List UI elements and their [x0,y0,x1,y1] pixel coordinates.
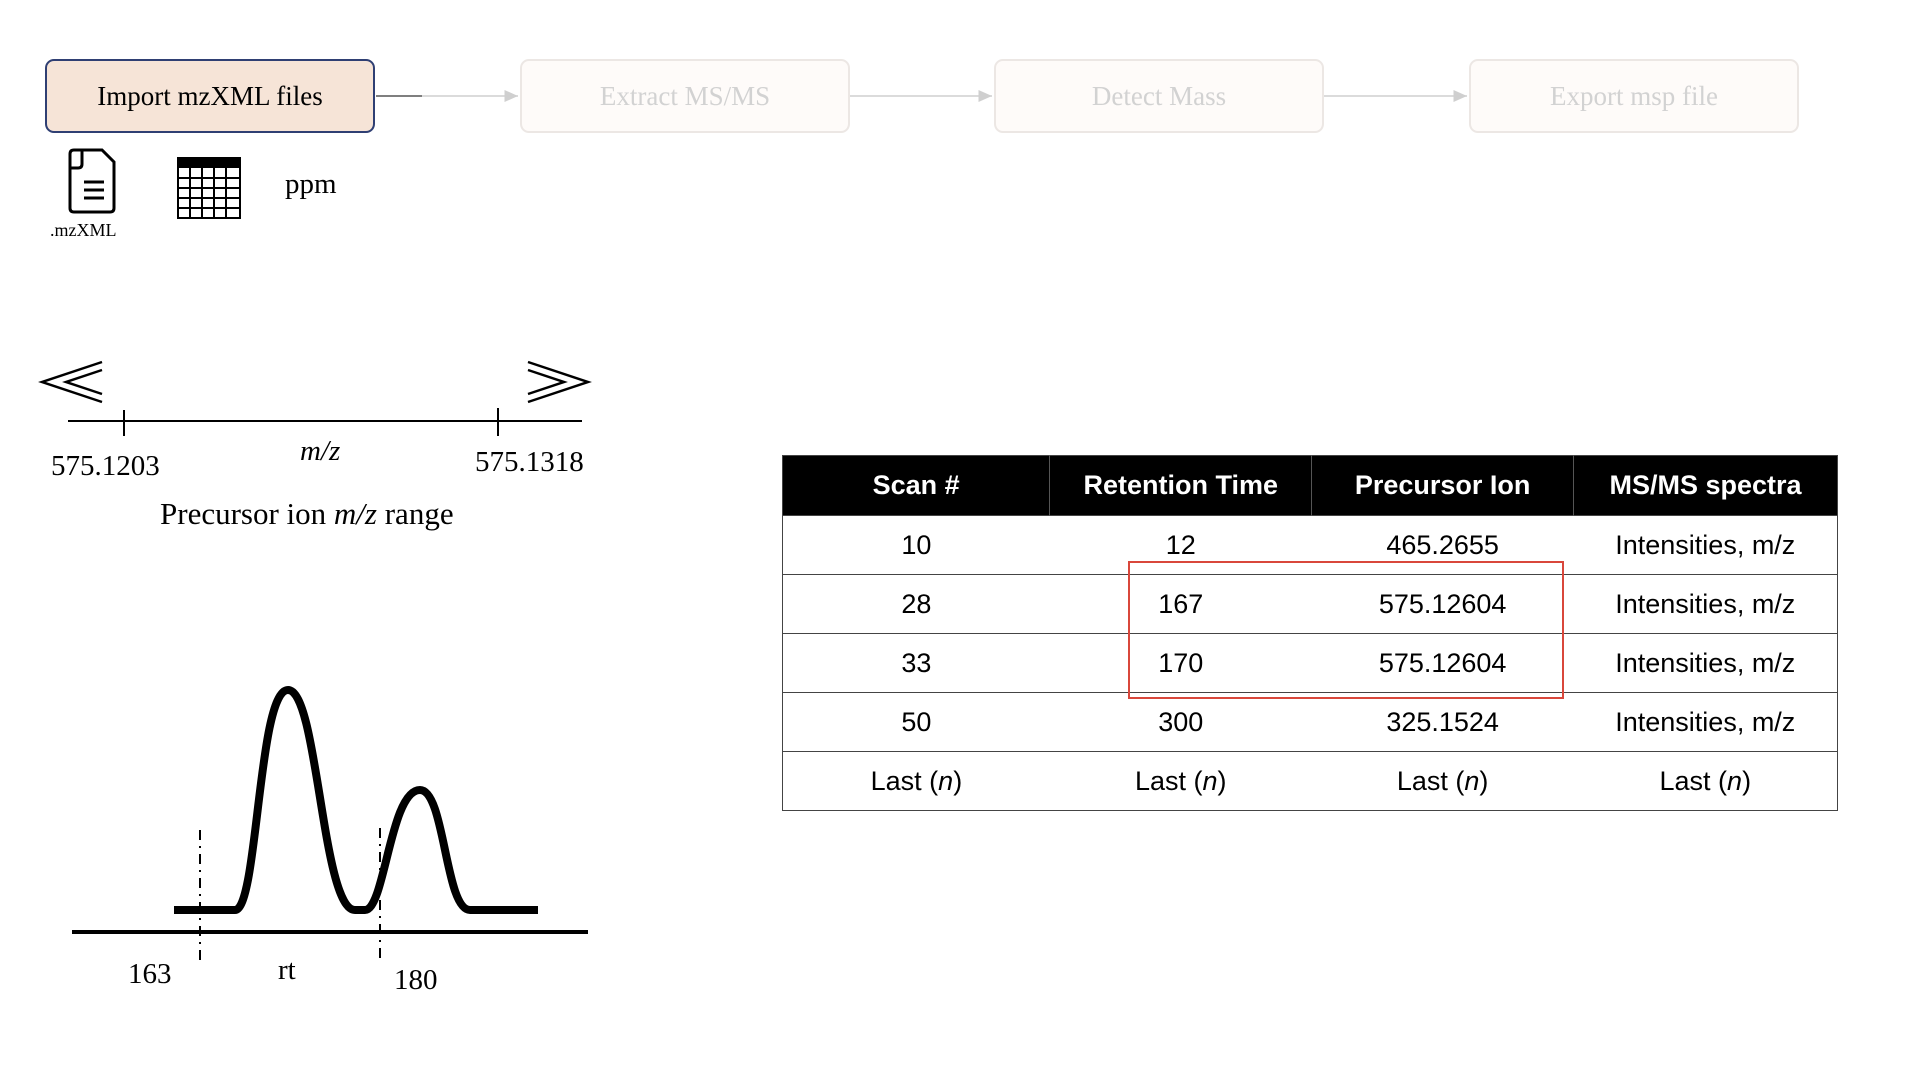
step-import-mzxml[interactable]: Import mzXML files [45,59,375,133]
rt-axis-label: rt [278,954,296,986]
table-cell: 33 [782,633,1050,693]
last-prefix: Last ( [870,765,939,796]
table-cell: 10 [782,515,1050,575]
rt-start-value: 163 [128,958,172,990]
column-header: Scan # [782,455,1051,516]
table-cell-last: Last (n) [782,751,1050,811]
table-cell: 575.12604 [1311,574,1574,634]
rt-end-value: 180 [394,964,438,996]
last-prefix: Last ( [1134,765,1203,796]
table-cell: Intensities, m/z [1573,692,1838,752]
mz-range-axis [38,360,592,436]
table-row: 10 12 465.2655 Intensities, m/z [782,515,1838,575]
table-cell: 325.1524 [1311,692,1574,752]
step-export-msp[interactable]: Export msp file [1469,59,1799,133]
chevron-right-icon [527,360,592,404]
table-cell-last: Last (n) [1573,751,1838,811]
last-n: n [1202,765,1218,796]
mz-low-value: 575.1203 [51,450,160,482]
last-suffix: ) [1479,765,1489,796]
table-cell: 28 [782,574,1050,634]
caption-suffix: range [376,496,454,531]
mz-axis-label: m/z [300,435,341,467]
column-header: Precursor Ion [1311,455,1575,516]
table-cell: Intensities, m/z [1573,515,1838,575]
last-suffix: ) [1217,765,1227,796]
last-n: n [1464,765,1480,796]
scan-table: Scan # Retention Time Precursor Ion MS/M… [782,455,1838,811]
step-extract-msms[interactable]: Extract MS/MS [520,59,850,133]
column-header: Retention Time [1049,455,1313,516]
last-n: n [938,765,954,796]
table-row-last: Last (n) Last (n) Last (n) Last (n) [782,751,1838,811]
document-icon [68,148,116,214]
chromatogram-trace [174,686,538,914]
last-n: n [1727,765,1743,796]
step-label: Export msp file [1550,80,1718,111]
table-cell: 50 [782,692,1050,752]
last-prefix: Last ( [1659,765,1728,796]
mz-high-value: 575.1318 [475,446,584,478]
spreadsheet-icon [177,157,241,219]
last-suffix: ) [1742,765,1752,796]
last-suffix: ) [953,765,963,796]
table-cell: 575.12604 [1311,633,1574,693]
table-cell-last: Last (n) [1049,751,1312,811]
chevron-left-icon [38,360,103,404]
table-cell: 465.2655 [1311,515,1574,575]
table-cell: 300 [1049,692,1312,752]
table-row: 50 300 325.1524 Intensities, m/z [782,692,1838,752]
table-row: 28 167 575.12604 Intensities, m/z [782,574,1838,634]
highlight-box [1128,561,1564,699]
caption-prefix: Precursor ion [160,496,334,531]
table-cell: 12 [1049,515,1312,575]
table-cell: Intensities, m/z [1573,574,1838,634]
ppm-label: ppm [285,168,337,200]
step-detect-mass[interactable]: Detect Mass [994,59,1324,133]
step-label: Extract MS/MS [599,80,771,111]
last-prefix: Last ( [1396,765,1465,796]
mz-range-caption: Precursor ion m/z range [160,496,454,532]
chromatogram-plot [72,686,588,960]
table-cell: 167 [1049,574,1312,634]
column-header: MS/MS spectra [1573,455,1838,516]
table-cell: Intensities, m/z [1573,633,1838,693]
table-header-row: Scan # Retention Time Precursor Ion MS/M… [782,455,1838,516]
table-cell-last: Last (n) [1311,751,1574,811]
workflow-connectors [376,90,1467,102]
step-label: Detect Mass [1091,80,1227,111]
step-label: Import mzXML files [97,80,323,111]
file-label: .mzXML [50,220,117,240]
caption-italic: m/z [333,496,377,531]
